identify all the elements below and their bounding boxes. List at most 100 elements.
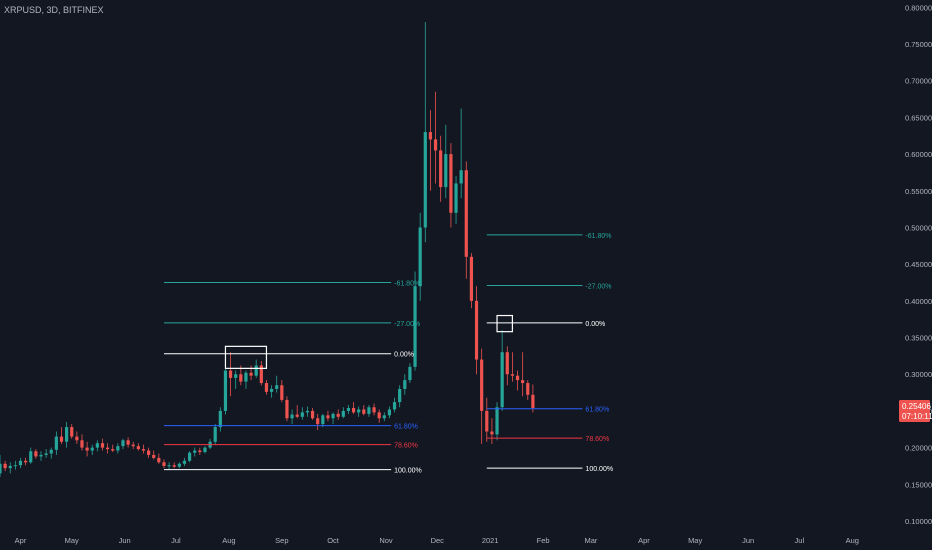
- candle: [433, 91, 438, 184]
- y-tick-label: 0.15000: [905, 480, 932, 489]
- candles-layer: [0, 22, 535, 477]
- x-tick-label: May: [688, 536, 702, 545]
- y-tick-label: 0.45000: [905, 260, 932, 269]
- candle: [3, 460, 7, 472]
- candle: [469, 253, 474, 309]
- y-tick-label: 0.75000: [905, 40, 932, 49]
- highlight-box[interactable]: [496, 314, 514, 333]
- candle-body: [8, 465, 12, 469]
- y-tick-label: 0.60000: [905, 150, 932, 159]
- candle: [331, 412, 335, 425]
- candle: [264, 380, 269, 395]
- candle-body: [3, 463, 7, 469]
- candle: [203, 446, 207, 454]
- candle: [449, 143, 453, 228]
- fib-level-label: 0.00%: [394, 352, 414, 359]
- candle: [505, 346, 509, 386]
- candle-body: [382, 415, 386, 419]
- candle: [213, 424, 217, 444]
- candle-body: [90, 447, 94, 451]
- candle-body: [521, 380, 525, 384]
- y-tick-label: 0.55000: [905, 187, 932, 196]
- fib-level[interactable]: 0.00%: [163, 352, 414, 359]
- candle-body: [480, 359, 484, 411]
- candle: [346, 405, 351, 414]
- candle: [177, 462, 181, 469]
- candle: [157, 453, 161, 464]
- candle-body: [65, 427, 69, 442]
- candle: [413, 271, 417, 371]
- candle-body: [449, 154, 453, 213]
- candle-body: [387, 409, 392, 416]
- candle: [480, 348, 484, 444]
- candle-body: [187, 452, 192, 461]
- candle: [259, 361, 263, 386]
- fib-level[interactable]: -27.00%: [163, 321, 420, 328]
- candle-body: [239, 374, 243, 382]
- candle-body: [372, 407, 376, 413]
- candle-body: [18, 460, 23, 466]
- candle: [244, 370, 248, 389]
- x-tick-label: Oct: [327, 536, 340, 545]
- x-tick-label: Dec: [431, 536, 445, 545]
- candle-body: [351, 407, 356, 413]
- candle-body: [485, 410, 489, 432]
- candle: [34, 449, 38, 459]
- candle-body: [357, 409, 361, 413]
- candle-body: [218, 410, 222, 428]
- candle-body: [34, 451, 38, 457]
- highlight-box[interactable]: [224, 345, 268, 369]
- candle: [0, 454, 2, 477]
- price-axis[interactable]: 0.100000.150000.200000.250000.300000.350…: [905, 3, 932, 526]
- x-tick-label: Jul: [171, 536, 181, 545]
- candle: [444, 124, 448, 199]
- candle: [459, 108, 463, 199]
- candle-body: [336, 413, 340, 417]
- candle-body: [264, 383, 269, 392]
- candle-body: [526, 383, 530, 395]
- candle-body: [275, 385, 279, 389]
- fib-level-label: 78.60%: [585, 436, 609, 443]
- fib-level[interactable]: 78.60%: [486, 436, 609, 443]
- candle: [75, 431, 79, 444]
- candle-body: [116, 446, 120, 451]
- candle-body: [433, 139, 438, 151]
- fib-level[interactable]: 100.00%: [486, 466, 613, 473]
- fib-level[interactable]: 78.60%: [163, 443, 418, 450]
- candle: [80, 434, 84, 451]
- fib-level-label: 100.00%: [585, 466, 613, 473]
- fib-level[interactable]: -27.00%: [486, 283, 612, 290]
- fib-level[interactable]: -61.80%: [486, 233, 612, 240]
- candle: [85, 441, 89, 457]
- candle: [187, 451, 192, 463]
- candle-body: [392, 402, 397, 410]
- candle: [95, 440, 99, 452]
- candle: [146, 447, 151, 458]
- fib-level[interactable]: 0.00%: [486, 321, 606, 328]
- candle-body: [495, 407, 499, 435]
- candle-body: [510, 374, 515, 376]
- candle: [531, 384, 535, 413]
- x-tick-label: Jun: [742, 536, 754, 545]
- candle: [310, 407, 315, 420]
- candle: [387, 406, 392, 419]
- candle-body: [70, 427, 74, 437]
- candle-body: [44, 453, 48, 455]
- fibonacci-layer[interactable]: -61.80% -27.00% 0.00% 61.80% 78.60% 100.00% -6…: [163, 233, 613, 475]
- fib-level[interactable]: 100.00%: [163, 468, 422, 475]
- candle-body: [444, 154, 448, 188]
- y-tick-label: 0.20000: [905, 444, 932, 453]
- candle: [59, 427, 64, 444]
- fib-level[interactable]: -61.80%: [163, 281, 420, 288]
- highlight-boxes-layer[interactable]: [224, 314, 514, 369]
- time-axis[interactable]: Apr May Jun Jul Aug Sep Oct Nov Dec 2021 Feb Mar Apr…: [15, 536, 859, 545]
- price-tag-countdown: 07:10:11: [902, 412, 932, 421]
- candle: [321, 413, 325, 428]
- fib-level[interactable]: 61.80%: [163, 424, 418, 431]
- fib-level[interactable]: 61.80%: [486, 407, 609, 414]
- candle-body: [346, 407, 351, 411]
- candle: [234, 370, 238, 389]
- candle-body: [515, 375, 520, 381]
